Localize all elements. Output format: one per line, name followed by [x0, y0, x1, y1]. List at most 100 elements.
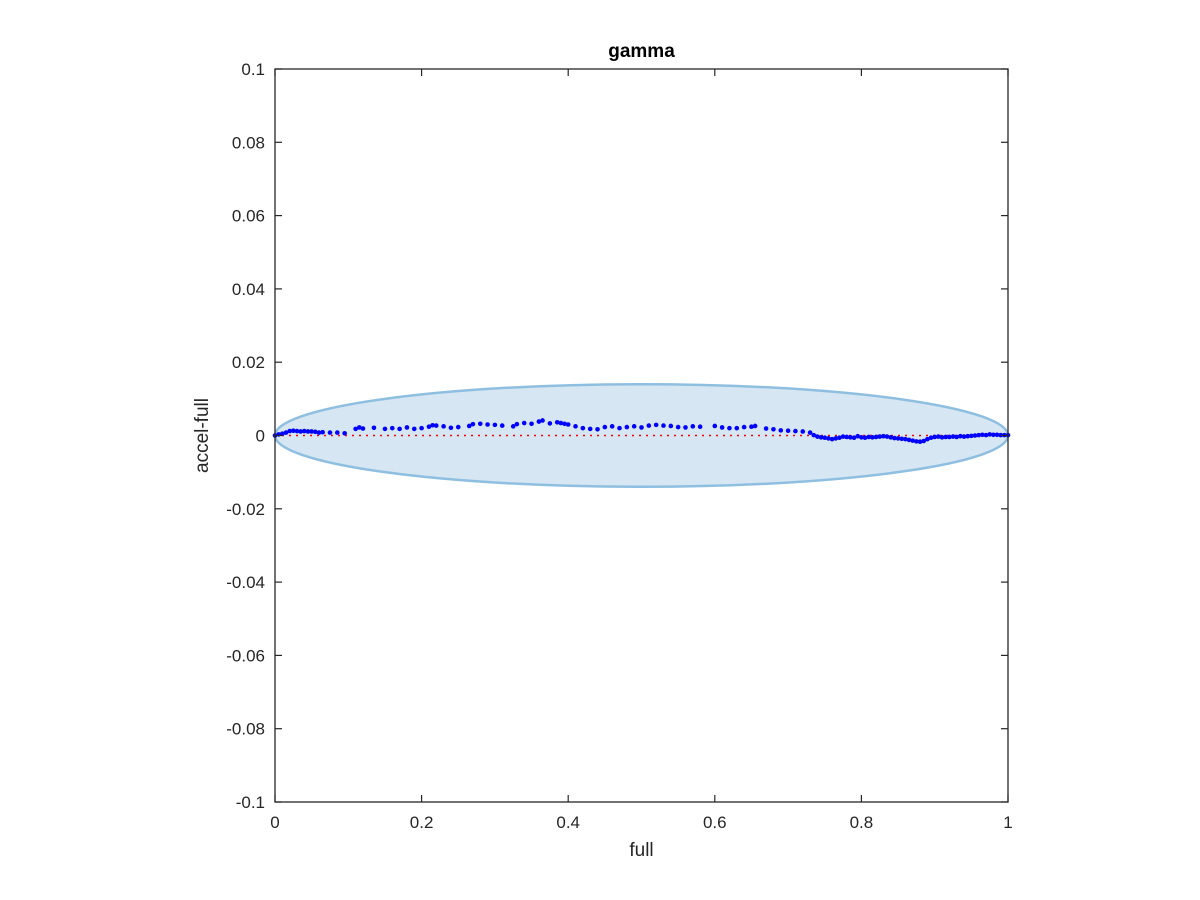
data-point — [448, 425, 454, 431]
data-point — [313, 429, 318, 435]
data-point — [580, 425, 586, 431]
data-point — [455, 424, 461, 430]
data-point — [914, 439, 919, 444]
data-point — [360, 426, 366, 431]
data-point — [928, 435, 934, 440]
data-point — [683, 425, 688, 430]
data-point — [899, 436, 905, 442]
data-point — [287, 428, 292, 434]
x-tick-label: 0.4 — [556, 813, 580, 832]
data-point — [793, 428, 798, 434]
data-point — [485, 422, 490, 427]
data-point — [844, 434, 850, 440]
data-point — [877, 434, 883, 439]
data-point — [983, 432, 989, 438]
data-point — [547, 421, 553, 426]
data-point — [514, 421, 520, 427]
data-point — [389, 425, 395, 431]
data-point — [815, 434, 820, 439]
data-point — [624, 424, 630, 430]
data-point — [866, 434, 872, 440]
data-point — [298, 429, 303, 434]
data-point — [302, 428, 307, 434]
data-point — [895, 436, 901, 441]
data-point — [818, 435, 824, 440]
data-point — [833, 436, 839, 441]
data-point — [829, 436, 835, 442]
data-point — [961, 434, 967, 439]
data-point — [840, 434, 846, 439]
data-point — [342, 431, 347, 436]
data-point — [470, 421, 476, 427]
data-point — [430, 422, 435, 428]
data-point — [305, 429, 311, 434]
plot-area — [272, 382, 1011, 489]
data-point — [771, 426, 776, 432]
data-point — [382, 426, 388, 432]
data-point — [419, 425, 424, 431]
y-tick-label: -0.04 — [226, 573, 265, 592]
data-point — [998, 432, 1003, 438]
data-point — [617, 425, 622, 431]
data-point — [675, 424, 681, 430]
y-tick-label: 0 — [256, 427, 265, 446]
data-point — [972, 433, 978, 438]
data-point — [932, 434, 937, 440]
data-point — [910, 438, 916, 443]
data-point — [807, 430, 813, 435]
data-point — [573, 424, 578, 429]
data-point — [980, 432, 985, 438]
data-point — [943, 434, 948, 440]
data-point — [499, 423, 505, 428]
data-point — [763, 426, 769, 431]
data-point — [837, 435, 842, 440]
data-point — [884, 434, 890, 439]
data-point — [291, 428, 296, 434]
chart-title: gamma — [608, 41, 675, 62]
x-tick-label: 0.6 — [703, 813, 727, 832]
data-point — [335, 430, 340, 435]
data-point — [906, 437, 912, 443]
data-point — [969, 433, 974, 439]
data-point — [441, 424, 446, 429]
data-point — [661, 423, 666, 428]
x-tick-label: 0 — [270, 813, 279, 832]
data-point — [639, 425, 644, 430]
data-point — [529, 421, 534, 427]
data-point — [653, 422, 659, 428]
data-point — [477, 421, 483, 427]
data-point — [987, 432, 992, 437]
data-point — [668, 423, 674, 429]
data-point — [892, 435, 897, 441]
y-tick-label: 0.06 — [232, 207, 265, 226]
y-axis-title: accel-full — [192, 398, 213, 473]
data-point — [540, 418, 545, 423]
data-point — [510, 424, 516, 429]
data-point — [316, 430, 322, 435]
data-point — [888, 435, 894, 440]
data-point — [492, 422, 498, 428]
data-point — [752, 423, 758, 429]
data-point — [925, 436, 930, 442]
data-point — [646, 423, 652, 428]
data-point — [595, 426, 600, 432]
data-point — [976, 432, 981, 438]
data-point — [609, 424, 615, 429]
data-point — [870, 435, 875, 440]
data-point — [917, 439, 923, 445]
data-point — [280, 431, 285, 436]
data-point — [353, 426, 358, 432]
y-tick-label: -0.08 — [226, 720, 265, 739]
data-point — [939, 435, 945, 440]
data-point — [554, 420, 560, 425]
data-point — [778, 428, 784, 433]
data-point — [800, 429, 806, 434]
x-tick-label: 0.8 — [850, 813, 874, 832]
data-point — [749, 424, 754, 430]
data-point — [991, 432, 996, 438]
y-tick-label: 0.04 — [232, 280, 265, 299]
x-tick-label: 1 — [1003, 813, 1012, 832]
data-point — [283, 430, 289, 435]
data-point — [536, 419, 542, 424]
